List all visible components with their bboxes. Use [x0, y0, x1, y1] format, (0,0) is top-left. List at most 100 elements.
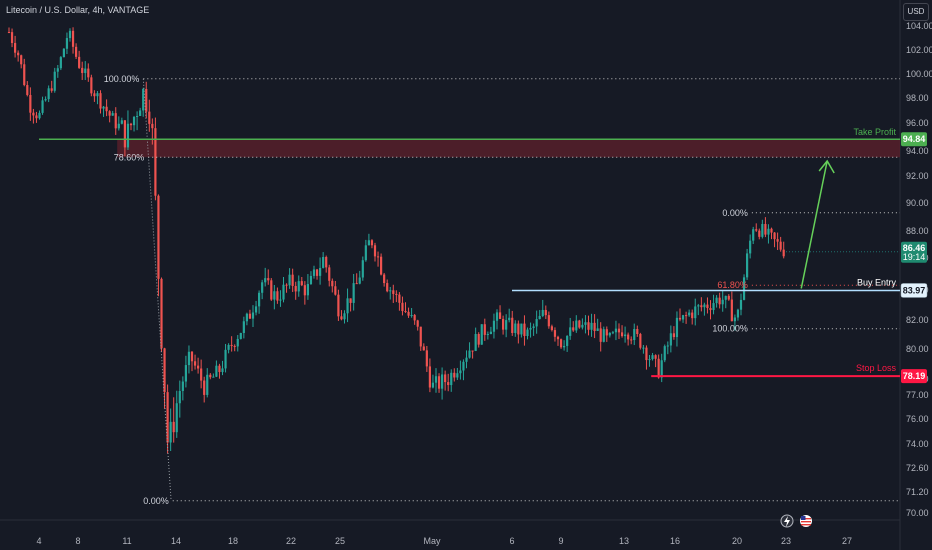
candle-body — [47, 88, 50, 100]
candle-body — [749, 240, 752, 254]
candle-body — [678, 317, 682, 320]
stop-loss-label: Stop Loss — [856, 363, 897, 373]
candle-body — [636, 329, 639, 335]
candle-body — [7, 32, 11, 33]
candle-body — [303, 285, 306, 296]
candle-body — [358, 277, 361, 284]
candle-body — [370, 240, 374, 246]
candle-body — [483, 324, 486, 335]
current-price-badge — [901, 241, 927, 263]
candle-body — [117, 123, 120, 129]
candle-body — [733, 317, 736, 322]
candle-body — [285, 284, 288, 286]
candle-body — [108, 111, 111, 116]
candle-body — [517, 323, 520, 335]
candle-body — [486, 334, 489, 336]
candle-body — [178, 390, 181, 404]
candle-body — [441, 374, 444, 389]
currency-button[interactable]: USD — [903, 3, 929, 21]
candle-body — [691, 312, 694, 319]
candle-body — [120, 120, 123, 124]
candle-body — [181, 381, 184, 391]
candle-body — [166, 392, 169, 443]
candle-body — [456, 373, 459, 378]
candle-body — [53, 71, 56, 91]
candle-body — [746, 253, 749, 278]
supply-zone — [117, 139, 900, 158]
candle-body — [666, 345, 669, 347]
candle-body — [297, 281, 300, 292]
candle-body — [102, 106, 105, 109]
candle-body — [242, 321, 245, 333]
y-tick-label: 77.00 — [906, 390, 929, 400]
take-profit-value: 94.84 — [903, 134, 926, 144]
candle-body — [532, 326, 535, 329]
candle-body — [556, 336, 560, 340]
candle-body — [355, 283, 358, 285]
candle-body — [657, 358, 660, 378]
candle-body — [325, 257, 328, 268]
candle-body — [697, 305, 700, 307]
candle-body — [596, 328, 599, 331]
x-tick-label: 16 — [670, 536, 680, 546]
candle-body — [495, 312, 499, 321]
candle-body — [553, 330, 557, 337]
candle-body — [700, 305, 703, 308]
candle-body — [392, 290, 395, 294]
candle-body — [477, 333, 480, 345]
candle-body — [450, 372, 453, 386]
x-tick-label: 23 — [781, 536, 791, 546]
candle-body — [236, 338, 239, 347]
candle-body — [200, 368, 203, 381]
candle-body — [730, 299, 733, 322]
candle-body — [105, 106, 108, 112]
candle-body — [254, 306, 258, 313]
candle-body — [96, 93, 99, 97]
candle-body — [669, 333, 672, 346]
candle-body — [230, 344, 233, 346]
candle-body — [630, 339, 633, 341]
candle-body — [68, 30, 72, 39]
lightning-glyph — [784, 516, 790, 527]
y-tick-label: 71.20 — [906, 487, 929, 497]
candle-body — [294, 285, 297, 292]
candle-body — [779, 241, 782, 250]
y-tick-label: 94.00 — [906, 146, 929, 156]
candle-body — [434, 376, 438, 383]
y-tick-label: 96.00 — [906, 118, 929, 128]
candle-body — [322, 257, 325, 268]
candle-body — [38, 112, 41, 119]
candle-body — [782, 249, 785, 257]
candle-body — [10, 32, 14, 44]
candle-body — [639, 334, 642, 348]
candle-body — [340, 316, 343, 320]
x-tick-label: 4 — [36, 536, 41, 546]
x-tick-label: 11 — [122, 536, 131, 546]
candle-body — [520, 323, 523, 335]
candle-body — [663, 346, 666, 361]
candle-body — [703, 304, 706, 308]
candle-body — [706, 304, 709, 309]
candle-body — [75, 46, 78, 57]
candle-body — [203, 380, 206, 395]
fib-level-label: 61.80% — [717, 280, 748, 290]
candle-body — [264, 278, 267, 283]
candle-body — [139, 110, 142, 116]
y-tick-label: 74.00 — [906, 439, 929, 449]
candle-body — [511, 317, 514, 334]
candle-body — [474, 333, 477, 351]
candle-body — [87, 68, 90, 78]
candle-body — [59, 57, 62, 69]
candle-body — [544, 309, 547, 316]
candle-body — [142, 89, 145, 111]
target-arrow — [800, 160, 828, 289]
candle-body — [154, 128, 157, 196]
candle-body — [129, 123, 133, 126]
y-tick-label: 70.00 — [906, 508, 929, 518]
candle-body — [736, 309, 740, 318]
candle-body — [239, 332, 242, 339]
candle-body — [541, 309, 544, 316]
flag-stripe — [801, 518, 811, 520]
y-tick-label: 100.00 — [906, 69, 932, 79]
